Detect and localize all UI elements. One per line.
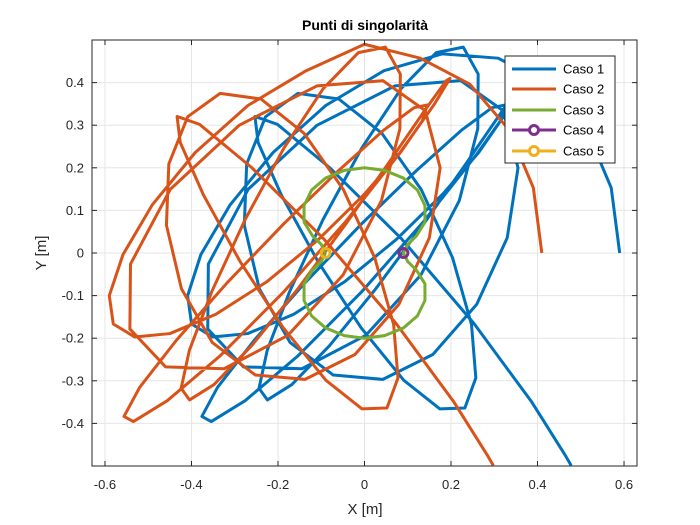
chart-title: Punti di singolarità <box>302 17 428 33</box>
x-tick-label: 0.6 <box>615 477 633 492</box>
legend-marker-caso-4 <box>528 124 540 136</box>
x-tick-label: 0 <box>361 477 368 492</box>
y-tick-label: 0.3 <box>66 118 84 133</box>
series-point-caso-4 <box>397 247 410 259</box>
axis-ticks: -0.6 -0.4 -0.2 0 0.2 0.4 0.6 -0.4 -0.3 -0.2 -0.1 0 0… <box>62 40 637 492</box>
y-tick-label: 0.2 <box>66 160 84 175</box>
plot-series <box>107 42 622 467</box>
series-line-caso-2 <box>107 42 544 467</box>
y-tick-label: -0.3 <box>62 373 84 388</box>
y-tick-label: 0.4 <box>66 75 84 90</box>
y-tick-label: -0.2 <box>62 331 84 346</box>
series-point-caso-5 <box>319 247 332 259</box>
x-tick-label: 0.4 <box>528 477 546 492</box>
x-axis-label: X [m] <box>347 501 382 518</box>
series-line-caso-3 <box>302 166 427 340</box>
y-tick-label: 0.1 <box>66 203 84 218</box>
y-axis-label: Y [m] <box>33 236 50 271</box>
legend-label-caso-1: Caso 1 <box>563 62 604 77</box>
legend-label-caso-3: Caso 3 <box>563 103 604 118</box>
legend-label-caso-5: Caso 5 <box>563 144 604 159</box>
legend-marker-caso-5 <box>528 145 540 157</box>
y-tick-label: 0 <box>77 246 84 261</box>
y-tick-label: -0.1 <box>62 288 84 303</box>
legend-label-caso-2: Caso 2 <box>563 82 604 97</box>
x-tick-label: -0.2 <box>267 477 289 492</box>
legend-label-caso-4: Caso 4 <box>563 123 604 138</box>
x-tick-label: -0.4 <box>180 477 202 492</box>
y-tick-label: -0.4 <box>62 416 84 431</box>
x-tick-label: -0.6 <box>94 477 116 492</box>
x-tick-label: 0.2 <box>442 477 460 492</box>
legend: Caso 1 Caso 2 Caso 3 Caso 4 Caso 5 <box>504 55 616 164</box>
